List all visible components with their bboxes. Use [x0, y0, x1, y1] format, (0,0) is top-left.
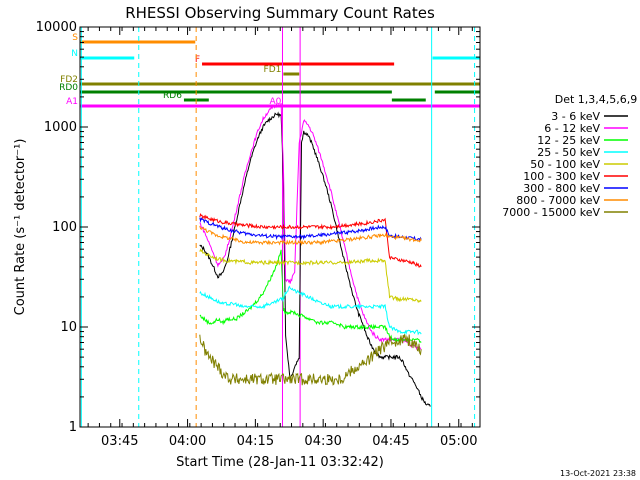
- legend-label: 12 - 25 keV: [537, 134, 600, 147]
- flag-label: FD1: [264, 65, 282, 75]
- y-axis-label: Count Rate (s⁻¹ detector⁻¹): [13, 139, 28, 316]
- legend-label: 100 - 300 keV: [523, 170, 600, 183]
- y-tick-label: 10: [60, 320, 77, 335]
- y-tick-label: 100: [52, 220, 77, 235]
- legend-label: 800 - 7000 keV: [516, 194, 600, 207]
- footer-timestamp: 13-Oct-2021 23:38: [560, 469, 636, 478]
- y-tick-label: 1: [69, 420, 77, 435]
- legend-title: Det 1,3,4,5,6,9: [555, 93, 638, 106]
- y-tick-label: 10000: [36, 20, 77, 35]
- axis-layer: 1 10 100 1000 10000 03:45 04:00 04:15 04:30 04:45…: [36, 20, 480, 449]
- legend-label: 300 - 800 keV: [523, 182, 600, 195]
- flag-label: N: [71, 49, 78, 59]
- series-line: [199, 111, 431, 407]
- flag-label: FD2: [60, 75, 78, 85]
- series-line: [199, 102, 422, 351]
- flag-label: RD0: [59, 83, 78, 93]
- flag-label: A0: [269, 97, 281, 107]
- legend-label: 50 - 100 keV: [530, 158, 600, 171]
- x-axis-label: Start Time (28-Jan-11 03:32:42): [176, 455, 384, 470]
- x-tick-label: 05:00: [440, 434, 477, 449]
- chart-title: RHESSI Observing Summary Count Rates: [125, 4, 435, 22]
- series-line: [199, 248, 422, 304]
- x-tick-label: 03:45: [101, 434, 138, 449]
- x-tick-label: 04:15: [237, 434, 274, 449]
- flag-label: RD6: [163, 91, 182, 101]
- series-line: [199, 334, 422, 386]
- flag-label: S: [72, 33, 78, 43]
- legend-label: 6 - 12 keV: [544, 122, 600, 135]
- series-layer: [199, 102, 431, 407]
- series-line: [199, 249, 422, 343]
- series-line: [199, 225, 422, 247]
- legend-label: 3 - 6 keV: [551, 110, 600, 123]
- x-tick-label: 04:45: [372, 434, 409, 449]
- x-tick-label: 04:00: [169, 434, 206, 449]
- flag-label: F: [195, 55, 200, 65]
- series-line: [199, 212, 422, 268]
- y-tick-label: 1000: [44, 120, 77, 135]
- series-line: [199, 285, 422, 336]
- flag-label: A1: [66, 97, 78, 107]
- legend-label: 25 - 50 keV: [537, 146, 600, 159]
- x-tick-label: 04:30: [304, 434, 341, 449]
- legend-label: 7000 - 15000 keV: [502, 206, 600, 219]
- series-line: [199, 217, 422, 242]
